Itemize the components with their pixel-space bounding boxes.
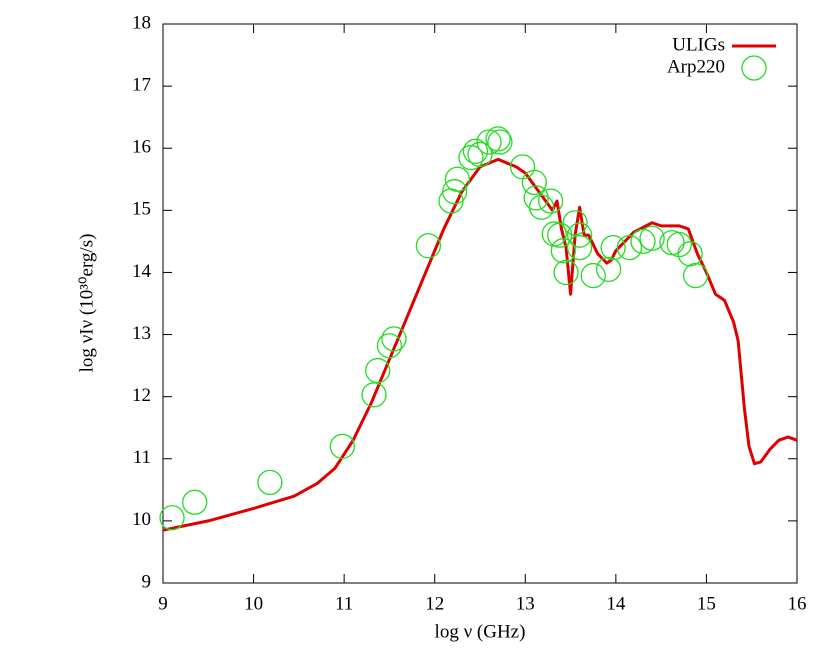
scatter-point (381, 326, 407, 352)
scatter-point (476, 129, 502, 155)
y-tick-label: 14 (132, 261, 152, 282)
scatter-point (182, 489, 208, 515)
y-tick-label: 10 (132, 509, 151, 530)
scatter-point (547, 222, 573, 248)
scatter-point (361, 382, 387, 408)
scatter-point (639, 225, 665, 251)
legend-swatch (741, 55, 767, 81)
scatter-point (257, 469, 283, 496)
scatter-point (666, 231, 692, 258)
legend-label: Arp220 (667, 56, 725, 77)
scatter-point (521, 169, 547, 196)
y-tick-label: 16 (132, 137, 151, 158)
scatter-point (365, 357, 391, 384)
scatter-point (630, 228, 656, 255)
scatter-point (462, 138, 489, 164)
y-tick-label: 15 (132, 199, 151, 220)
scatter-point (376, 333, 403, 359)
scatter-point (458, 144, 484, 171)
y-axis-label: log νIν (10³⁰erg/s) (76, 234, 97, 373)
scatter-point (580, 262, 606, 289)
scatter-point (566, 222, 593, 248)
y-tick-label: 18 (132, 12, 151, 33)
y-tick-label: 12 (132, 385, 151, 406)
x-axis-label: log ν (GHz) (435, 621, 526, 642)
scatter-point (487, 129, 513, 155)
y-tick-label: 13 (132, 323, 151, 344)
scatter-point (562, 210, 588, 236)
scatter-point (616, 234, 643, 261)
x-tick-label: 15 (697, 593, 716, 614)
x-tick-label: 11 (335, 593, 353, 614)
scatter-point (329, 433, 355, 460)
scatter-point (566, 234, 593, 261)
scatter-point (682, 262, 709, 289)
plot-frame (162, 23, 798, 584)
y-tick-label: 11 (133, 447, 151, 468)
scatter-point (537, 188, 564, 214)
x-tick-label: 12 (425, 593, 444, 614)
scatter-point (677, 241, 703, 267)
scatter-point (595, 256, 622, 282)
scatter-point (444, 166, 471, 192)
scatter-point (415, 233, 442, 259)
x-tick-label: 9 (158, 593, 168, 614)
scatter-point (485, 126, 511, 152)
x-tick-label: 10 (244, 593, 263, 614)
scatter-point (553, 259, 579, 286)
series-line (162, 157, 798, 532)
scatter-point (159, 505, 185, 531)
scatter-point (441, 179, 468, 205)
scatter-point (600, 234, 626, 261)
legend-label: ULIGs (672, 34, 725, 55)
x-tick-label: 14 (606, 593, 626, 614)
scatter-point (528, 194, 555, 220)
y-tick-label: 9 (142, 571, 152, 592)
scatter-point (550, 238, 576, 264)
scatter-point (467, 141, 493, 168)
y-tick-label: 17 (132, 74, 151, 95)
x-tick-label: 16 (788, 593, 807, 614)
x-tick-label: 13 (516, 593, 535, 614)
